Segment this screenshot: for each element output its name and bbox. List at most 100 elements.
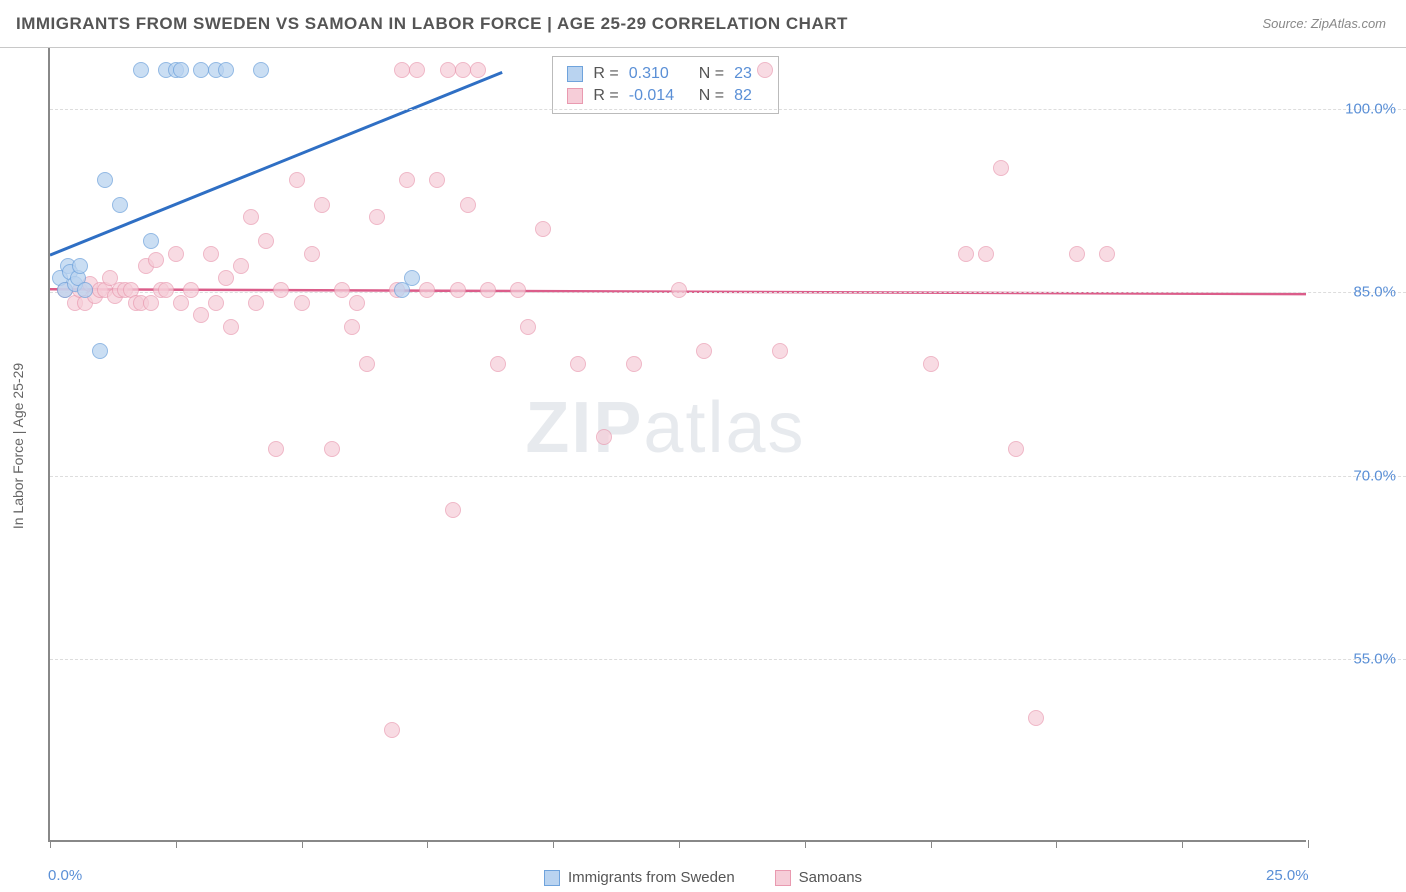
scatter-point bbox=[324, 441, 340, 457]
scatter-point bbox=[112, 197, 128, 213]
scatter-point bbox=[772, 343, 788, 359]
chart-plot-area: ZIPatlas R =0.310N =23R =-0.014N =82 bbox=[48, 48, 1306, 842]
scatter-point bbox=[958, 246, 974, 262]
scatter-point bbox=[203, 246, 219, 262]
scatter-point bbox=[1069, 246, 1085, 262]
x-tick bbox=[1056, 840, 1057, 848]
scatter-point bbox=[440, 62, 456, 78]
scatter-point bbox=[923, 356, 939, 372]
stats-n-value: 82 bbox=[734, 87, 764, 105]
stats-r-label: R = bbox=[593, 65, 618, 83]
scatter-point bbox=[148, 252, 164, 268]
scatter-point bbox=[268, 441, 284, 457]
scatter-point bbox=[183, 282, 199, 298]
scatter-point bbox=[596, 429, 612, 445]
scatter-point bbox=[993, 160, 1009, 176]
scatter-point bbox=[419, 282, 435, 298]
scatter-point bbox=[223, 319, 239, 335]
scatter-point bbox=[344, 319, 360, 335]
scatter-point bbox=[384, 722, 400, 738]
y-tick-label: 55.0% bbox=[1353, 650, 1396, 667]
scatter-point bbox=[304, 246, 320, 262]
scatter-point bbox=[253, 62, 269, 78]
scatter-point bbox=[626, 356, 642, 372]
scatter-point bbox=[757, 62, 773, 78]
scatter-point bbox=[168, 246, 184, 262]
scatter-point bbox=[158, 282, 174, 298]
stats-r-value: -0.014 bbox=[629, 87, 689, 105]
scatter-point bbox=[978, 246, 994, 262]
stats-row: R =0.310N =23 bbox=[567, 63, 764, 85]
x-tick-label: 25.0% bbox=[1266, 867, 1309, 884]
trend-lines-layer bbox=[50, 48, 1306, 840]
scatter-point bbox=[510, 282, 526, 298]
x-tick bbox=[931, 840, 932, 848]
scatter-point bbox=[218, 270, 234, 286]
x-tick bbox=[1308, 840, 1309, 848]
x-tick bbox=[553, 840, 554, 848]
legend-item: Immigrants from Sweden bbox=[544, 869, 735, 886]
scatter-point bbox=[470, 62, 486, 78]
y-tick-label: 100.0% bbox=[1345, 101, 1396, 118]
scatter-point bbox=[193, 62, 209, 78]
stats-n-label: N = bbox=[699, 65, 724, 83]
y-tick-label: 70.0% bbox=[1353, 467, 1396, 484]
scatter-point bbox=[314, 197, 330, 213]
legend-swatch bbox=[567, 88, 583, 104]
scatter-point bbox=[394, 62, 410, 78]
scatter-point bbox=[243, 209, 259, 225]
legend-label: Samoans bbox=[799, 869, 862, 886]
scatter-point bbox=[294, 295, 310, 311]
legend-label: Immigrants from Sweden bbox=[568, 869, 735, 886]
scatter-point bbox=[1028, 710, 1044, 726]
scatter-point bbox=[208, 295, 224, 311]
scatter-point bbox=[349, 295, 365, 311]
scatter-point bbox=[143, 233, 159, 249]
x-tick bbox=[679, 840, 680, 848]
scatter-point bbox=[248, 295, 264, 311]
x-tick bbox=[427, 840, 428, 848]
scatter-point bbox=[671, 282, 687, 298]
legend-item: Samoans bbox=[775, 869, 862, 886]
x-tick bbox=[50, 840, 51, 848]
scatter-point bbox=[369, 209, 385, 225]
stats-r-label: R = bbox=[593, 87, 618, 105]
scatter-point bbox=[133, 62, 149, 78]
legend-swatch bbox=[775, 870, 791, 886]
y-axis-label: In Labor Force | Age 25-29 bbox=[10, 363, 26, 529]
chart-header: IMMIGRANTS FROM SWEDEN VS SAMOAN IN LABO… bbox=[0, 0, 1406, 48]
legend-bottom: Immigrants from Sweden Samoans bbox=[0, 869, 1406, 886]
scatter-point bbox=[218, 62, 234, 78]
scatter-point bbox=[445, 502, 461, 518]
watermark-zip: ZIP bbox=[525, 388, 643, 468]
legend-swatch bbox=[544, 870, 560, 886]
x-tick bbox=[176, 840, 177, 848]
scatter-point bbox=[455, 62, 471, 78]
scatter-point bbox=[1099, 246, 1115, 262]
scatter-point bbox=[258, 233, 274, 249]
stats-r-value: 0.310 bbox=[629, 65, 689, 83]
gridline-h bbox=[50, 292, 1406, 293]
scatter-point bbox=[1008, 441, 1024, 457]
x-tick bbox=[302, 840, 303, 848]
scatter-point bbox=[173, 62, 189, 78]
scatter-point bbox=[193, 307, 209, 323]
scatter-point bbox=[77, 282, 93, 298]
gridline-h bbox=[50, 109, 1406, 110]
scatter-point bbox=[359, 356, 375, 372]
gridline-h bbox=[50, 659, 1406, 660]
scatter-point bbox=[520, 319, 536, 335]
scatter-point bbox=[97, 172, 113, 188]
scatter-point bbox=[460, 197, 476, 213]
scatter-point bbox=[490, 356, 506, 372]
scatter-point bbox=[72, 258, 88, 274]
y-tick-label: 85.0% bbox=[1353, 284, 1396, 301]
watermark-atlas: atlas bbox=[643, 388, 805, 468]
scatter-point bbox=[535, 221, 551, 237]
scatter-point bbox=[334, 282, 350, 298]
scatter-point bbox=[409, 62, 425, 78]
scatter-point bbox=[404, 270, 420, 286]
x-tick-label: 0.0% bbox=[48, 867, 82, 884]
trend-line bbox=[50, 72, 502, 255]
x-tick bbox=[1182, 840, 1183, 848]
